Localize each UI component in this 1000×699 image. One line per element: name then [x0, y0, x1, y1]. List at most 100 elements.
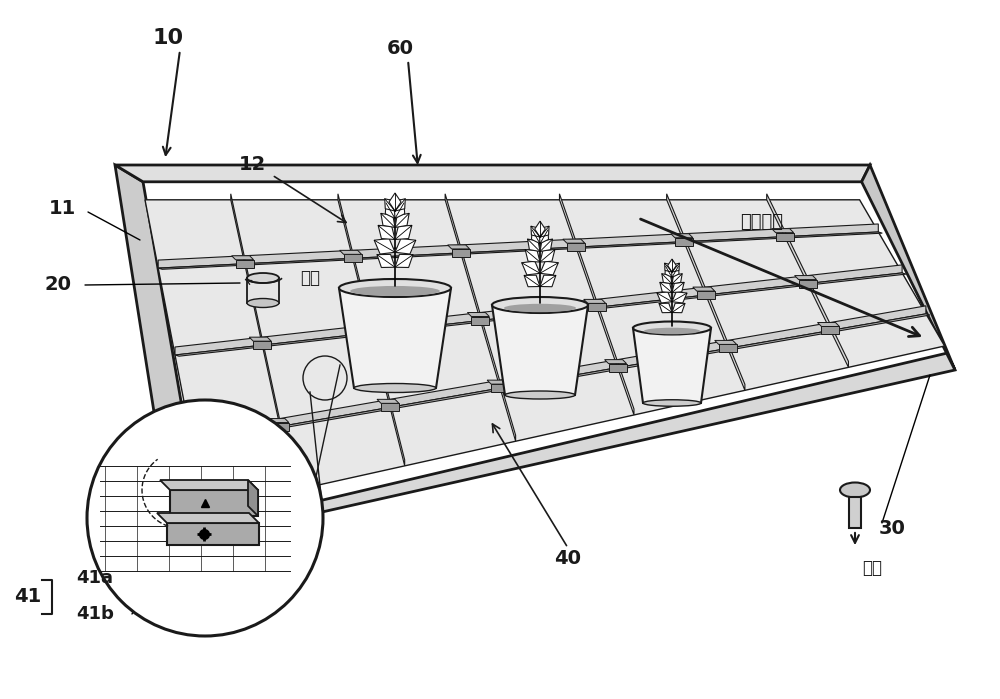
- Polygon shape: [660, 282, 672, 292]
- Polygon shape: [362, 329, 380, 337]
- Polygon shape: [344, 254, 362, 262]
- Text: 出水: 出水: [862, 559, 882, 577]
- Polygon shape: [667, 194, 745, 390]
- Polygon shape: [236, 260, 254, 268]
- Polygon shape: [563, 239, 585, 243]
- Polygon shape: [115, 165, 203, 545]
- Polygon shape: [559, 194, 634, 415]
- Polygon shape: [567, 243, 585, 251]
- Polygon shape: [795, 275, 817, 280]
- Text: 60: 60: [386, 38, 414, 57]
- Polygon shape: [249, 337, 271, 341]
- Polygon shape: [849, 497, 861, 528]
- Polygon shape: [170, 490, 258, 516]
- Polygon shape: [657, 291, 672, 303]
- Polygon shape: [799, 280, 817, 287]
- Polygon shape: [358, 325, 380, 329]
- Polygon shape: [817, 322, 839, 326]
- Polygon shape: [535, 221, 545, 237]
- Polygon shape: [668, 259, 676, 272]
- Polygon shape: [395, 213, 409, 227]
- Polygon shape: [862, 165, 955, 370]
- Polygon shape: [395, 238, 416, 254]
- Text: 41a: 41a: [76, 569, 114, 587]
- Ellipse shape: [247, 273, 279, 283]
- Polygon shape: [665, 264, 672, 272]
- Polygon shape: [167, 523, 259, 545]
- Polygon shape: [767, 194, 848, 368]
- Polygon shape: [776, 233, 794, 240]
- Polygon shape: [540, 226, 549, 237]
- Polygon shape: [471, 317, 489, 324]
- Polygon shape: [175, 265, 902, 355]
- Text: 30: 30: [879, 519, 905, 538]
- Polygon shape: [175, 353, 955, 545]
- Polygon shape: [339, 288, 451, 388]
- Polygon shape: [340, 250, 362, 254]
- Polygon shape: [377, 399, 399, 403]
- Polygon shape: [381, 213, 395, 227]
- Polygon shape: [588, 303, 606, 311]
- Polygon shape: [605, 359, 627, 363]
- Polygon shape: [540, 239, 552, 252]
- Polygon shape: [528, 239, 540, 252]
- Text: 41: 41: [14, 587, 42, 607]
- Polygon shape: [247, 278, 279, 303]
- Polygon shape: [531, 230, 541, 243]
- Polygon shape: [531, 226, 540, 237]
- Circle shape: [87, 400, 323, 636]
- Text: 12: 12: [238, 155, 266, 175]
- Text: 进水: 进水: [300, 269, 320, 287]
- Polygon shape: [448, 245, 470, 249]
- Polygon shape: [672, 274, 682, 284]
- Text: 40: 40: [554, 549, 582, 568]
- Polygon shape: [115, 165, 870, 182]
- Polygon shape: [693, 287, 715, 291]
- Polygon shape: [158, 224, 878, 268]
- Ellipse shape: [644, 328, 700, 334]
- Polygon shape: [175, 273, 906, 356]
- Polygon shape: [821, 326, 839, 335]
- Polygon shape: [487, 380, 509, 384]
- Polygon shape: [633, 328, 711, 403]
- Polygon shape: [672, 303, 685, 312]
- Ellipse shape: [505, 391, 575, 399]
- Polygon shape: [540, 261, 558, 275]
- Ellipse shape: [339, 279, 451, 297]
- Ellipse shape: [492, 297, 588, 313]
- Polygon shape: [160, 480, 258, 490]
- Polygon shape: [385, 203, 396, 219]
- Polygon shape: [671, 266, 679, 278]
- Polygon shape: [381, 403, 399, 411]
- Polygon shape: [394, 203, 405, 219]
- Polygon shape: [253, 341, 271, 349]
- Polygon shape: [609, 363, 627, 372]
- Polygon shape: [491, 384, 509, 392]
- Polygon shape: [231, 194, 294, 491]
- Polygon shape: [540, 275, 556, 287]
- Polygon shape: [192, 314, 930, 443]
- Polygon shape: [378, 225, 395, 240]
- Text: 11: 11: [48, 199, 76, 217]
- Polygon shape: [158, 232, 882, 269]
- Polygon shape: [662, 274, 672, 284]
- Polygon shape: [584, 299, 606, 303]
- Text: 41b: 41b: [76, 605, 114, 623]
- Polygon shape: [192, 306, 926, 442]
- Ellipse shape: [504, 304, 576, 312]
- Text: 20: 20: [44, 275, 72, 294]
- Ellipse shape: [633, 322, 711, 335]
- Polygon shape: [389, 193, 401, 211]
- Polygon shape: [385, 199, 395, 211]
- Polygon shape: [467, 312, 489, 317]
- Polygon shape: [395, 225, 412, 240]
- Polygon shape: [715, 340, 737, 345]
- Polygon shape: [697, 291, 715, 299]
- Polygon shape: [338, 194, 405, 466]
- Polygon shape: [271, 422, 289, 431]
- Polygon shape: [452, 249, 470, 257]
- Ellipse shape: [247, 298, 279, 308]
- Polygon shape: [672, 264, 679, 272]
- Polygon shape: [525, 250, 540, 262]
- Polygon shape: [395, 199, 405, 211]
